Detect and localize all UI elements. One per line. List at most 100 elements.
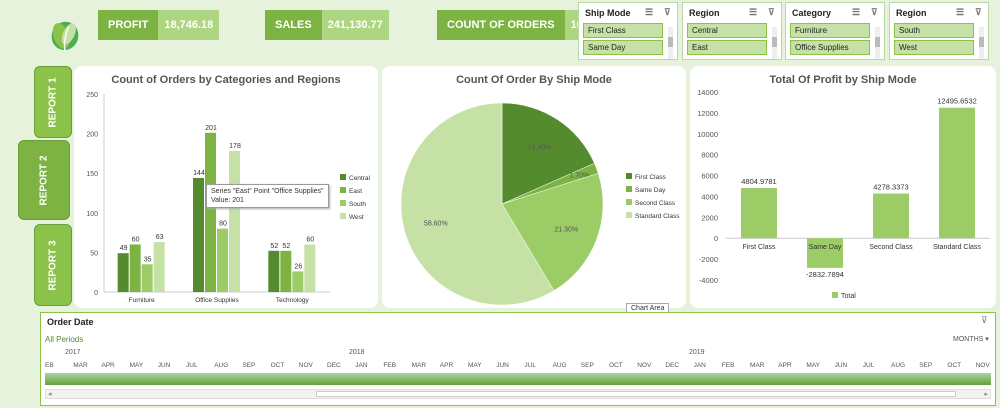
slicer-item[interactable]: West bbox=[894, 40, 974, 55]
timeline-month-label[interactable]: MAR bbox=[73, 362, 88, 369]
orders-label: COUNT OF ORDERS bbox=[437, 10, 565, 40]
legend-swatch bbox=[626, 173, 632, 179]
slicer-title: Ship Mode bbox=[585, 8, 631, 18]
chart-panel-orders-by-category[interactable]: Count of Orders by Categories and Region… bbox=[74, 66, 378, 308]
slicer-item[interactable]: South bbox=[894, 23, 974, 38]
y-tick-label: -2000 bbox=[699, 255, 718, 264]
timeline-month-label[interactable]: NOV bbox=[637, 362, 652, 369]
tab-report-3[interactable]: REPORT 3 bbox=[34, 224, 72, 306]
timeline-month-label[interactable]: AUG bbox=[891, 362, 906, 369]
time-unit-dropdown[interactable]: MONTHS ▾ bbox=[953, 335, 989, 343]
timeline-month-label[interactable]: JAN bbox=[693, 362, 706, 369]
timeline-month-label[interactable]: JUN bbox=[496, 362, 509, 369]
timeline-month-label[interactable]: MAR bbox=[750, 362, 765, 369]
scroll-right-icon[interactable]: ▸ bbox=[984, 391, 988, 398]
clear-filter-icon[interactable]: ⊽ bbox=[871, 7, 878, 17]
timeline-month-label[interactable]: DEC bbox=[327, 362, 341, 369]
legend-swatch bbox=[626, 186, 632, 192]
slicer-item[interactable]: East bbox=[687, 40, 767, 55]
bar bbox=[292, 271, 304, 292]
slicer-scrollbar[interactable] bbox=[668, 27, 673, 59]
timeline-month-label[interactable]: JUN bbox=[834, 362, 848, 369]
tab-report-1[interactable]: REPORT 1 bbox=[34, 66, 72, 138]
timeline-month-label[interactable]: JAN bbox=[355, 362, 368, 369]
bar bbox=[807, 238, 843, 268]
legend-label: West bbox=[349, 214, 364, 221]
timeline-month-label[interactable]: APR bbox=[101, 362, 115, 369]
timeline-range-bar[interactable] bbox=[45, 373, 991, 385]
multi-select-icon[interactable]: ☰ bbox=[749, 7, 758, 17]
timeline-month-label[interactable]: JUL bbox=[862, 362, 875, 369]
ship-mode-pie-chart: 18.40% 1.70% 21.30% 58.60% First Class Same D… bbox=[400, 102, 680, 306]
timeline-month-label[interactable]: DEC bbox=[665, 362, 680, 369]
timeline-month-label[interactable]: SEP bbox=[580, 362, 594, 369]
timeline-month-label[interactable]: MAR bbox=[411, 362, 427, 369]
timeline-month-label[interactable]: APR bbox=[778, 362, 792, 369]
scrollbar-thumb[interactable] bbox=[316, 391, 956, 397]
tab-label: REPORT 2 bbox=[38, 154, 50, 206]
tab-report-2[interactable]: REPORT 2 bbox=[18, 140, 70, 220]
multi-select-icon[interactable]: ☰ bbox=[852, 7, 861, 17]
slicer-item[interactable]: Office Supplies bbox=[790, 40, 870, 55]
timeline-month-label[interactable]: APR bbox=[439, 362, 454, 369]
legend-swatch bbox=[340, 187, 346, 193]
timeline-month-label[interactable]: AUG bbox=[552, 362, 567, 369]
timeline-month-label[interactable]: MAY bbox=[468, 362, 482, 369]
profit-label: PROFIT bbox=[98, 10, 159, 40]
timeline-month-label[interactable]: JUL bbox=[186, 362, 198, 369]
multi-select-icon[interactable]: ☰ bbox=[645, 7, 654, 17]
slicer-ship-mode[interactable]: Ship Mode ☰ ⊽ First Class Same Day bbox=[578, 2, 678, 60]
slicer-item[interactable]: Furniture bbox=[790, 23, 870, 38]
pie-slice bbox=[501, 102, 595, 205]
timeline-month-label[interactable]: NOV bbox=[298, 362, 313, 369]
chart-title: Count of Orders by Categories and Region… bbox=[111, 74, 341, 86]
pie-slice bbox=[501, 173, 604, 291]
timeline-month-label[interactable]: OCT bbox=[609, 362, 623, 369]
timeline-month-label[interactable]: FEB bbox=[721, 362, 735, 369]
legend-label: Central bbox=[349, 175, 371, 182]
chart-panel-ship-mode-pie[interactable]: Count Of Order By Ship Mode 18.40% 1.70% 2… bbox=[382, 66, 686, 308]
timeline-month-label[interactable]: NOV bbox=[975, 362, 990, 369]
slicer-item[interactable]: First Class bbox=[583, 23, 663, 38]
bar bbox=[741, 188, 777, 239]
clear-filter-icon[interactable]: ⊽ bbox=[975, 7, 982, 17]
slicer-region-2[interactable]: Region ☰ ⊽ South West bbox=[889, 2, 989, 60]
timeline-scrollbar[interactable]: ◂ ▸ bbox=[45, 389, 991, 399]
clear-filter-icon[interactable]: ⊽ bbox=[768, 7, 775, 17]
legend-swatch bbox=[626, 199, 632, 205]
scroll-left-icon[interactable]: ◂ bbox=[48, 391, 52, 398]
legend-label: Same Day bbox=[635, 187, 666, 194]
y-tick-label: 14000 bbox=[697, 88, 718, 97]
timeline-month-label[interactable]: JUN bbox=[157, 362, 171, 369]
slicer-scrollbar[interactable] bbox=[772, 27, 777, 59]
slicer-category[interactable]: Category ☰ ⊽ Furniture Office Supplies bbox=[785, 2, 885, 60]
bar bbox=[873, 193, 909, 239]
timeline-month-label[interactable]: AUG bbox=[214, 362, 229, 369]
y-tick-label: 6000 bbox=[701, 172, 718, 181]
chart-panel-profit-by-ship-mode[interactable]: Total Of Profit by Ship Mode 14000 12000 1… bbox=[690, 66, 996, 308]
timeline-month-label[interactable]: OCT bbox=[270, 362, 285, 369]
y-tick-label: 12000 bbox=[697, 109, 718, 118]
data-label: 4278.3373 bbox=[873, 183, 908, 192]
timeline-month-label[interactable]: SEP bbox=[919, 362, 933, 369]
profit-by-ship-mode-chart: 14000 12000 10000 8000 6000 4000 2000 0 -2000 -40… bbox=[697, 88, 990, 300]
legend-label: Standard Class bbox=[635, 213, 680, 220]
slicer-scrollbar[interactable] bbox=[875, 27, 880, 59]
slicer-item[interactable]: Same Day bbox=[583, 40, 663, 55]
order-date-timeline[interactable]: Order Date ⊽ All Periods MONTHS ▾ 2017 2… bbox=[40, 312, 996, 406]
timeline-month-label[interactable]: MAY bbox=[806, 362, 820, 369]
slicer-item[interactable]: Central bbox=[687, 23, 767, 38]
timeline-year: 2018 bbox=[349, 349, 365, 356]
clear-filter-icon[interactable]: ⊽ bbox=[664, 7, 671, 17]
timeline-month-label[interactable]: EB bbox=[45, 362, 54, 369]
data-label: 21.30% bbox=[554, 226, 578, 233]
timeline-month-label[interactable]: SEP bbox=[242, 362, 256, 369]
slicer-scrollbar[interactable] bbox=[979, 27, 984, 59]
timeline-month-label[interactable]: JUL bbox=[524, 362, 536, 369]
timeline-month-label[interactable]: FEB bbox=[383, 362, 397, 369]
slicer-region[interactable]: Region ☰ ⊽ Central East bbox=[682, 2, 782, 60]
clear-filter-icon[interactable]: ⊽ bbox=[981, 315, 988, 325]
timeline-month-label[interactable]: OCT bbox=[947, 362, 962, 369]
multi-select-icon[interactable]: ☰ bbox=[956, 7, 965, 17]
timeline-month-label[interactable]: MAY bbox=[129, 362, 144, 369]
